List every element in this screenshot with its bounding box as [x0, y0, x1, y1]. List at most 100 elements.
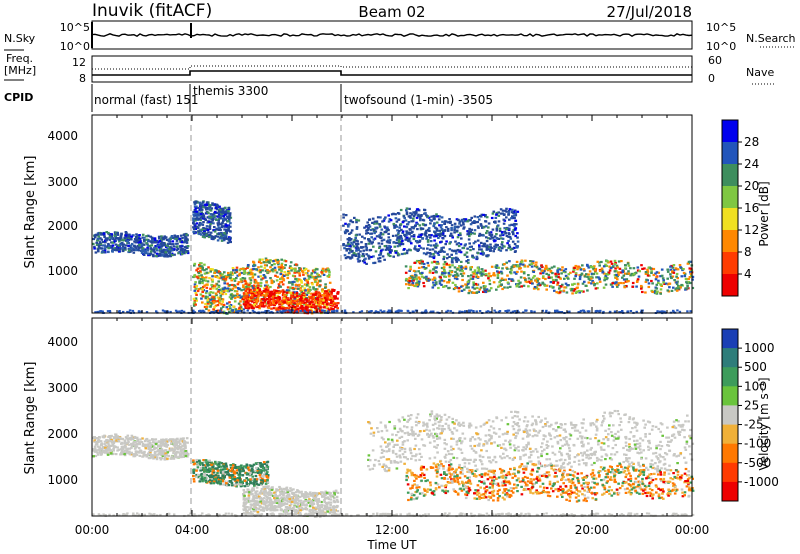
- power-point-3048: [534, 264, 538, 267]
- power-point-4338: [525, 309, 528, 312]
- power-point-4209: [424, 309, 428, 312]
- power-point-3473: [401, 231, 404, 234]
- power-point-2692: [438, 280, 442, 283]
- power-point-2358: [666, 270, 670, 273]
- power-point-2315: [331, 304, 334, 307]
- power-point-3663: [353, 216, 356, 219]
- power-point-3530: [462, 223, 465, 226]
- power-point-896: [203, 232, 206, 235]
- power-point-1734: [205, 271, 209, 274]
- power-point-3120: [485, 273, 488, 276]
- power-point-1920: [268, 298, 271, 301]
- power-point-3601: [443, 250, 446, 253]
- power-point-672: [220, 231, 223, 235]
- power-point-4255: [313, 310, 316, 313]
- power-point-3470: [458, 222, 461, 225]
- power-point-3234: [510, 266, 513, 269]
- power-point-2928: [541, 281, 544, 284]
- power-point-1772: [316, 272, 319, 275]
- power-point-4297: [472, 310, 475, 312]
- power-point-1627: [205, 305, 208, 309]
- power-point-3192: [626, 262, 630, 265]
- power-point-3593: [478, 245, 481, 248]
- velocity-point-382: [114, 433, 118, 436]
- power-point-2731: [480, 274, 483, 277]
- power-point-1208: [294, 268, 297, 271]
- power-point-2709: [416, 285, 420, 288]
- power-point-1237: [296, 299, 300, 302]
- power-point-3856: [501, 241, 504, 244]
- power-point-3908: [511, 211, 514, 214]
- power-point-1383: [301, 271, 305, 274]
- power-point-2295: [315, 302, 319, 305]
- power-point-1243: [282, 277, 285, 281]
- power-point-535: [220, 239, 224, 242]
- power-point-2288: [291, 305, 295, 308]
- power-point-497: [127, 249, 131, 252]
- power-point-3031: [659, 292, 662, 295]
- power-point-4112: [453, 222, 457, 225]
- velocity-point-372: [114, 453, 118, 456]
- power-colorbar-tick-1: 24: [744, 157, 759, 171]
- power-point-4073: [501, 237, 505, 240]
- power-point-245: [107, 242, 110, 246]
- power-point-2438: [691, 286, 695, 290]
- velocity-point-94: [101, 447, 104, 450]
- power-point-2338: [246, 291, 250, 294]
- power-point-3136: [685, 281, 688, 284]
- velocity-point-396: [119, 448, 123, 451]
- power-point-1444: [276, 261, 279, 264]
- power-point-3959: [357, 248, 360, 251]
- velocity-point-313: [174, 455, 177, 458]
- power-point-2314: [293, 302, 296, 305]
- power-point-4044: [420, 214, 423, 217]
- power-point-1354: [321, 272, 324, 275]
- velocity-point-278: [97, 440, 100, 443]
- power-point-2872: [624, 272, 627, 275]
- power-point-1545: [218, 299, 222, 302]
- power-point-3367: [416, 241, 419, 244]
- power-point-2850: [407, 282, 411, 285]
- power-point-885: [209, 209, 213, 212]
- power-point-3373: [437, 236, 440, 239]
- power-point-1644: [242, 288, 246, 291]
- power-point-2988: [566, 284, 569, 287]
- power-colorbar-tick-0: 28: [744, 135, 759, 149]
- power-point-1402: [306, 279, 310, 282]
- power-point-1749: [196, 289, 200, 293]
- power-point-905: [209, 220, 213, 223]
- power-point-485: [98, 241, 102, 244]
- power-point-804: [215, 211, 219, 214]
- power-point-481: [108, 236, 112, 239]
- power-point-2205: [330, 293, 333, 296]
- power-point-2321: [331, 308, 334, 311]
- power-point-2919: [500, 283, 503, 286]
- power-point-3643: [401, 239, 404, 242]
- power-point-3433: [374, 230, 378, 233]
- power-point-2225: [245, 305, 249, 308]
- power-point-1185: [209, 291, 213, 294]
- power-point-361: [116, 233, 120, 236]
- power-point-4285: [663, 310, 666, 313]
- power-point-1778: [304, 272, 308, 275]
- power-point-81: [155, 239, 158, 243]
- power-point-1330: [204, 276, 208, 279]
- power-point-431: [163, 254, 167, 257]
- power-point-4305: [613, 310, 617, 313]
- power-point-3831: [362, 249, 365, 252]
- power-point-1504: [305, 293, 309, 296]
- power-point-3854: [489, 234, 493, 237]
- power-point-2605: [497, 266, 500, 269]
- power-point-3237: [549, 269, 553, 272]
- power-point-3045: [461, 269, 464, 273]
- power-point-3531: [381, 255, 385, 258]
- power-point-3161: [530, 265, 534, 268]
- power-point-3055: [675, 287, 678, 290]
- power-point-1293: [198, 280, 201, 283]
- power-point-2313: [259, 290, 263, 293]
- velocity-point-168: [152, 444, 155, 447]
- velocity-point-424: [171, 457, 174, 460]
- power-point-1193: [200, 278, 203, 281]
- power-point-2353: [666, 268, 669, 271]
- power-point-537: [224, 233, 227, 236]
